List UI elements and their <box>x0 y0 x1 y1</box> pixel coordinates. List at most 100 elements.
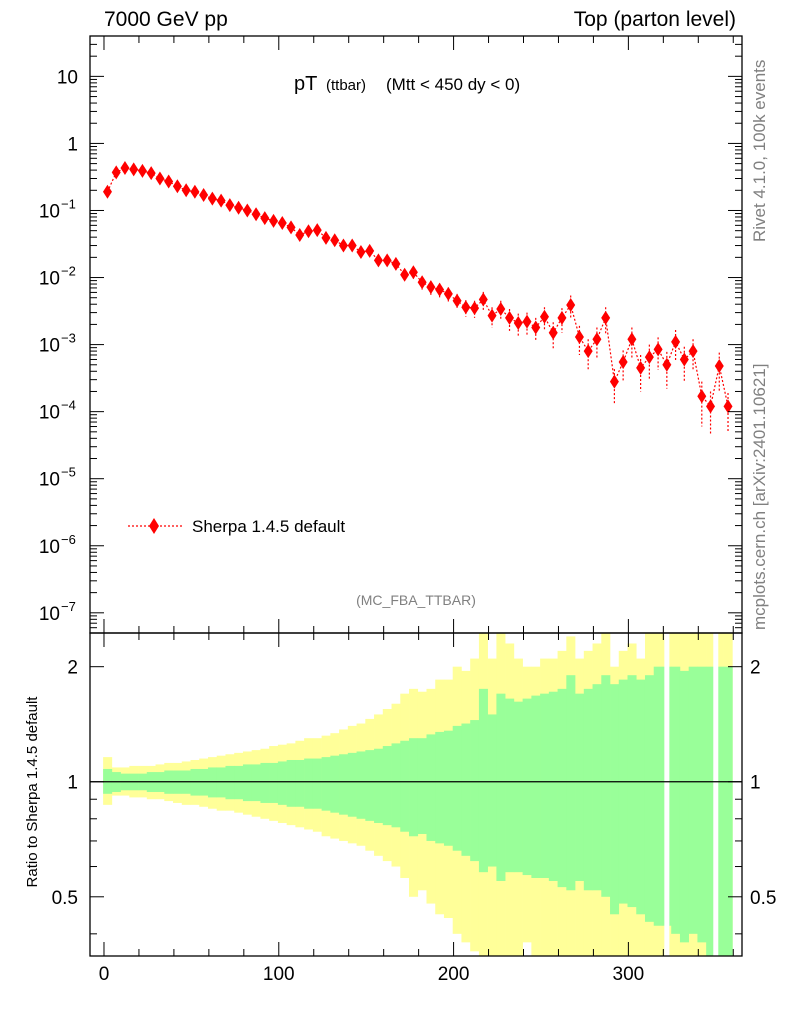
header-right-label: Top (parton level) <box>573 8 736 31</box>
data-point <box>269 213 279 228</box>
data-point <box>391 256 401 271</box>
ratio-inner-band-bin <box>391 743 401 828</box>
main-y-tick-label: 10 <box>39 201 60 222</box>
ratio-inner-band-bin <box>627 675 637 908</box>
ratio-inner-band-bin <box>452 725 462 851</box>
ratio-inner-band-bin <box>461 723 471 856</box>
data-point <box>601 310 611 325</box>
data-point <box>207 191 217 206</box>
ratio-inner-band-bin <box>330 755 340 813</box>
analysis-annotation: (MC_FBA_TTBAR) <box>356 592 476 608</box>
ratio-frame <box>89 632 743 957</box>
ratio-inner-band-bin <box>478 688 488 873</box>
data-point <box>697 389 707 404</box>
data-point <box>688 344 698 359</box>
ratio-inner-band-bin <box>644 675 655 922</box>
ratio-y-tick-label-right: 2 <box>750 658 761 679</box>
ratio-inner-band-bin <box>277 761 287 805</box>
ratio-inner-band-bin <box>269 762 279 803</box>
data-point <box>295 228 305 243</box>
data-point <box>566 297 576 312</box>
ratio-inner-band-bin <box>618 679 628 904</box>
ratio-inner-band-bin <box>304 758 314 809</box>
data-point <box>286 220 296 235</box>
data-point <box>714 358 724 373</box>
data-point <box>242 203 252 218</box>
data-point <box>155 171 165 186</box>
legend: Sherpa 1.4.5 default <box>128 517 345 536</box>
ratio-inner-band-bin <box>286 759 296 807</box>
ratio-inner-band-bin <box>610 684 620 915</box>
data-point <box>522 314 532 329</box>
data-point <box>338 238 348 253</box>
data-point <box>426 280 436 295</box>
data-point <box>277 216 287 231</box>
ratio-inner-band-bin <box>400 740 410 832</box>
data-point <box>225 198 235 213</box>
ratio-inner-band-bin <box>679 670 689 943</box>
main-y-tick-exponent: −2 <box>61 264 76 279</box>
main-y-tick-label: 10 <box>39 470 60 491</box>
main-data-layer <box>102 161 733 435</box>
ratio-inner-band-bin <box>260 762 270 803</box>
ratio-inner-band-bin <box>347 752 357 817</box>
x-tick-label: 0 <box>99 964 110 985</box>
data-point <box>723 399 733 414</box>
ratio-inner-band-bin <box>234 765 244 800</box>
ratio-inner-band-bin <box>312 758 322 809</box>
ratio-inner-band-bin <box>382 746 392 826</box>
data-point <box>496 301 506 316</box>
mcplots-citation-label: mcplots.cern.ch [arXiv:2401.10621] <box>750 363 769 630</box>
data-point <box>531 320 541 335</box>
plot-title-main: pT <box>294 73 317 95</box>
data-point <box>408 265 418 280</box>
plot-title-small: (ttbar) <box>326 77 366 94</box>
data-point <box>583 344 593 359</box>
data-point <box>671 334 681 349</box>
header-left-label: 7000 GeV pp <box>104 8 228 31</box>
ratio-y-axis-label: Ratio to Sherpa 1.4.5 default <box>24 696 41 888</box>
ratio-band-layer <box>90 633 742 956</box>
data-point <box>164 174 174 189</box>
main-y-tick-label: 10 <box>39 537 60 558</box>
ratio-y-tick-label: 2 <box>67 658 78 679</box>
plot-title-rest: (Mtt < 450 dy < 0) <box>386 75 520 94</box>
data-point <box>251 207 261 222</box>
ratio-inner-band-bin <box>417 738 427 834</box>
ratio-inner-band-bin <box>225 765 235 800</box>
ratio-inner-band-bin <box>374 748 384 823</box>
data-point <box>706 399 716 414</box>
data-point <box>618 355 628 370</box>
data-point <box>574 329 584 344</box>
main-y-tick-label: 10 <box>39 336 60 357</box>
ratio-inner-band-bin <box>531 695 541 878</box>
data-point <box>102 184 112 199</box>
data-point <box>365 243 375 258</box>
data-point <box>435 282 445 297</box>
x-tick-label: 100 <box>263 964 295 985</box>
data-point <box>330 233 340 248</box>
main-y-tick-label: 10 <box>39 403 60 424</box>
data-point <box>382 253 392 268</box>
legend-label: Sherpa 1.4.5 default <box>192 517 345 536</box>
data-point <box>234 200 244 215</box>
ratio-inner-band-bin <box>409 738 419 837</box>
data-point <box>356 245 366 260</box>
data-point <box>609 374 619 389</box>
ratio-inner-band-bin <box>321 757 331 811</box>
ratio-inner-band-bin <box>592 684 602 891</box>
data-point <box>137 163 147 178</box>
data-point <box>190 184 200 199</box>
x-tick-label: 300 <box>613 964 645 985</box>
ratio-inner-band-bin <box>356 751 366 819</box>
ratio-inner-band-bin <box>583 688 593 891</box>
data-point <box>592 332 602 347</box>
ratio-inner-band-bin <box>443 730 454 846</box>
data-point <box>400 267 410 282</box>
ratio-inner-band-bin <box>714 666 724 956</box>
ratio-inner-band-bin <box>566 675 576 891</box>
ratio-inner-band-bin <box>295 759 305 807</box>
data-point <box>312 223 322 238</box>
data-point <box>452 293 462 308</box>
